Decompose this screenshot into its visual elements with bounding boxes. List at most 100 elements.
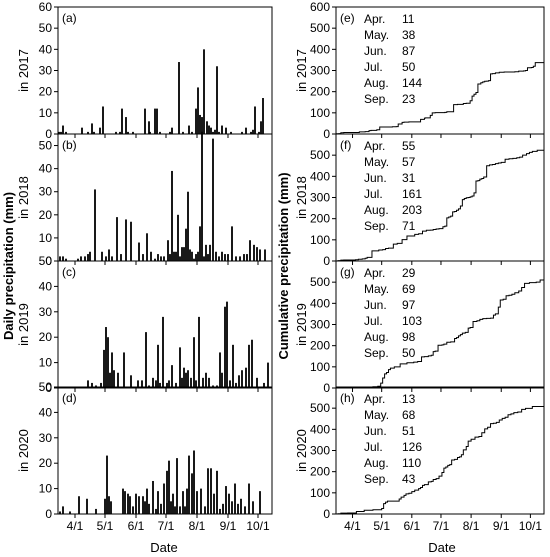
bar — [252, 501, 254, 514]
bar — [181, 247, 183, 261]
bar — [169, 131, 171, 134]
bar — [62, 256, 64, 261]
bar — [195, 108, 197, 134]
panel-year-label: in 2017 — [294, 49, 309, 92]
bar — [241, 370, 243, 388]
panel-frame — [57, 133, 273, 262]
y-tick-label: 400 — [310, 42, 330, 56]
y-tick-label: 20 — [39, 85, 53, 99]
bar — [62, 506, 64, 514]
month-label: Sep. — [364, 472, 389, 486]
bar — [225, 486, 227, 514]
y-tick-label: 50 — [39, 139, 53, 153]
bar — [246, 254, 248, 261]
bar — [196, 491, 198, 514]
bar — [219, 508, 221, 514]
bar — [135, 493, 137, 514]
month-total: 23 — [402, 92, 416, 106]
month-label: Jul. — [364, 314, 383, 328]
bar — [205, 372, 207, 388]
month-label: Aug. — [364, 456, 389, 470]
bar — [193, 258, 195, 261]
bar — [244, 506, 246, 514]
y-tick-label: 30 — [39, 305, 53, 319]
panel-year-label: in 2017 — [16, 49, 31, 92]
bar — [170, 501, 172, 514]
bar — [187, 191, 189, 261]
bar — [179, 347, 181, 388]
bar — [95, 508, 97, 514]
bar — [213, 493, 215, 514]
bar — [203, 49, 205, 135]
bar — [89, 251, 91, 261]
bar — [166, 470, 168, 514]
y-tick-label: 40 — [39, 279, 53, 293]
bar — [224, 306, 226, 388]
bar — [152, 377, 154, 388]
bar — [231, 226, 233, 261]
bar — [254, 106, 256, 134]
month-total: 51 — [402, 424, 416, 438]
bar — [191, 251, 193, 261]
left-x-axis-label: Date — [150, 540, 177, 555]
bar — [155, 380, 157, 388]
panel-frame — [57, 386, 273, 515]
bar — [107, 337, 109, 388]
month-label: Jun. — [364, 424, 387, 438]
bar — [91, 382, 93, 388]
month-label: May. — [364, 282, 389, 296]
bar — [166, 382, 168, 388]
x-tick-label: 4/1 — [67, 519, 84, 533]
bar — [232, 344, 234, 388]
y-tick-label: 20 — [39, 208, 53, 222]
y-tick-label: 30 — [39, 64, 53, 78]
bar — [191, 473, 193, 514]
y-tick-label: 0 — [45, 507, 52, 521]
panel-letter: (g) — [340, 265, 355, 279]
bar — [182, 491, 184, 514]
month-label: Aug. — [364, 330, 389, 344]
month-total: 103 — [402, 314, 422, 328]
bar — [129, 496, 131, 514]
y-tick-label: 0 — [45, 254, 52, 268]
bar — [224, 254, 226, 261]
y-tick-label: 30 — [39, 185, 53, 199]
cumulative-line — [336, 405, 544, 515]
y-tick-label: 50 — [39, 21, 53, 35]
cumulative-line — [336, 62, 544, 135]
daily-panel-3: 0 10 20 30 40 50 in 2019 (c) — [16, 254, 273, 395]
bar — [93, 131, 95, 134]
bar — [65, 131, 67, 134]
bar — [204, 506, 206, 514]
y-tick-label: 300 — [310, 191, 330, 205]
bar — [58, 131, 60, 134]
bar — [157, 254, 159, 261]
y-tick-label: 10 — [39, 106, 53, 120]
panel-year-label: in 2019 — [16, 303, 31, 346]
y-tick-label: 300 — [310, 64, 330, 78]
bar — [212, 131, 214, 134]
month-label: Sep. — [364, 346, 389, 360]
x-tick-label: 8/1 — [463, 519, 480, 533]
bar — [197, 251, 199, 261]
bar — [156, 108, 158, 134]
month-total: 98 — [402, 330, 416, 344]
y-tick-label: 20 — [39, 330, 53, 344]
bar — [113, 370, 115, 388]
cumulative-line — [336, 279, 544, 389]
y-tick-label: 200 — [310, 85, 330, 99]
bar — [193, 337, 195, 388]
bar — [238, 375, 240, 388]
y-tick-label: 0 — [323, 507, 330, 521]
bar — [228, 493, 230, 514]
bar — [80, 256, 82, 261]
bar — [142, 254, 144, 261]
panel-letter: (a) — [62, 11, 77, 25]
bar — [256, 377, 258, 388]
bar — [226, 301, 228, 388]
bar — [193, 450, 195, 514]
bar — [219, 352, 221, 388]
y-tick-label: 0 — [323, 381, 330, 395]
y-tick-label: 300 — [310, 444, 330, 458]
